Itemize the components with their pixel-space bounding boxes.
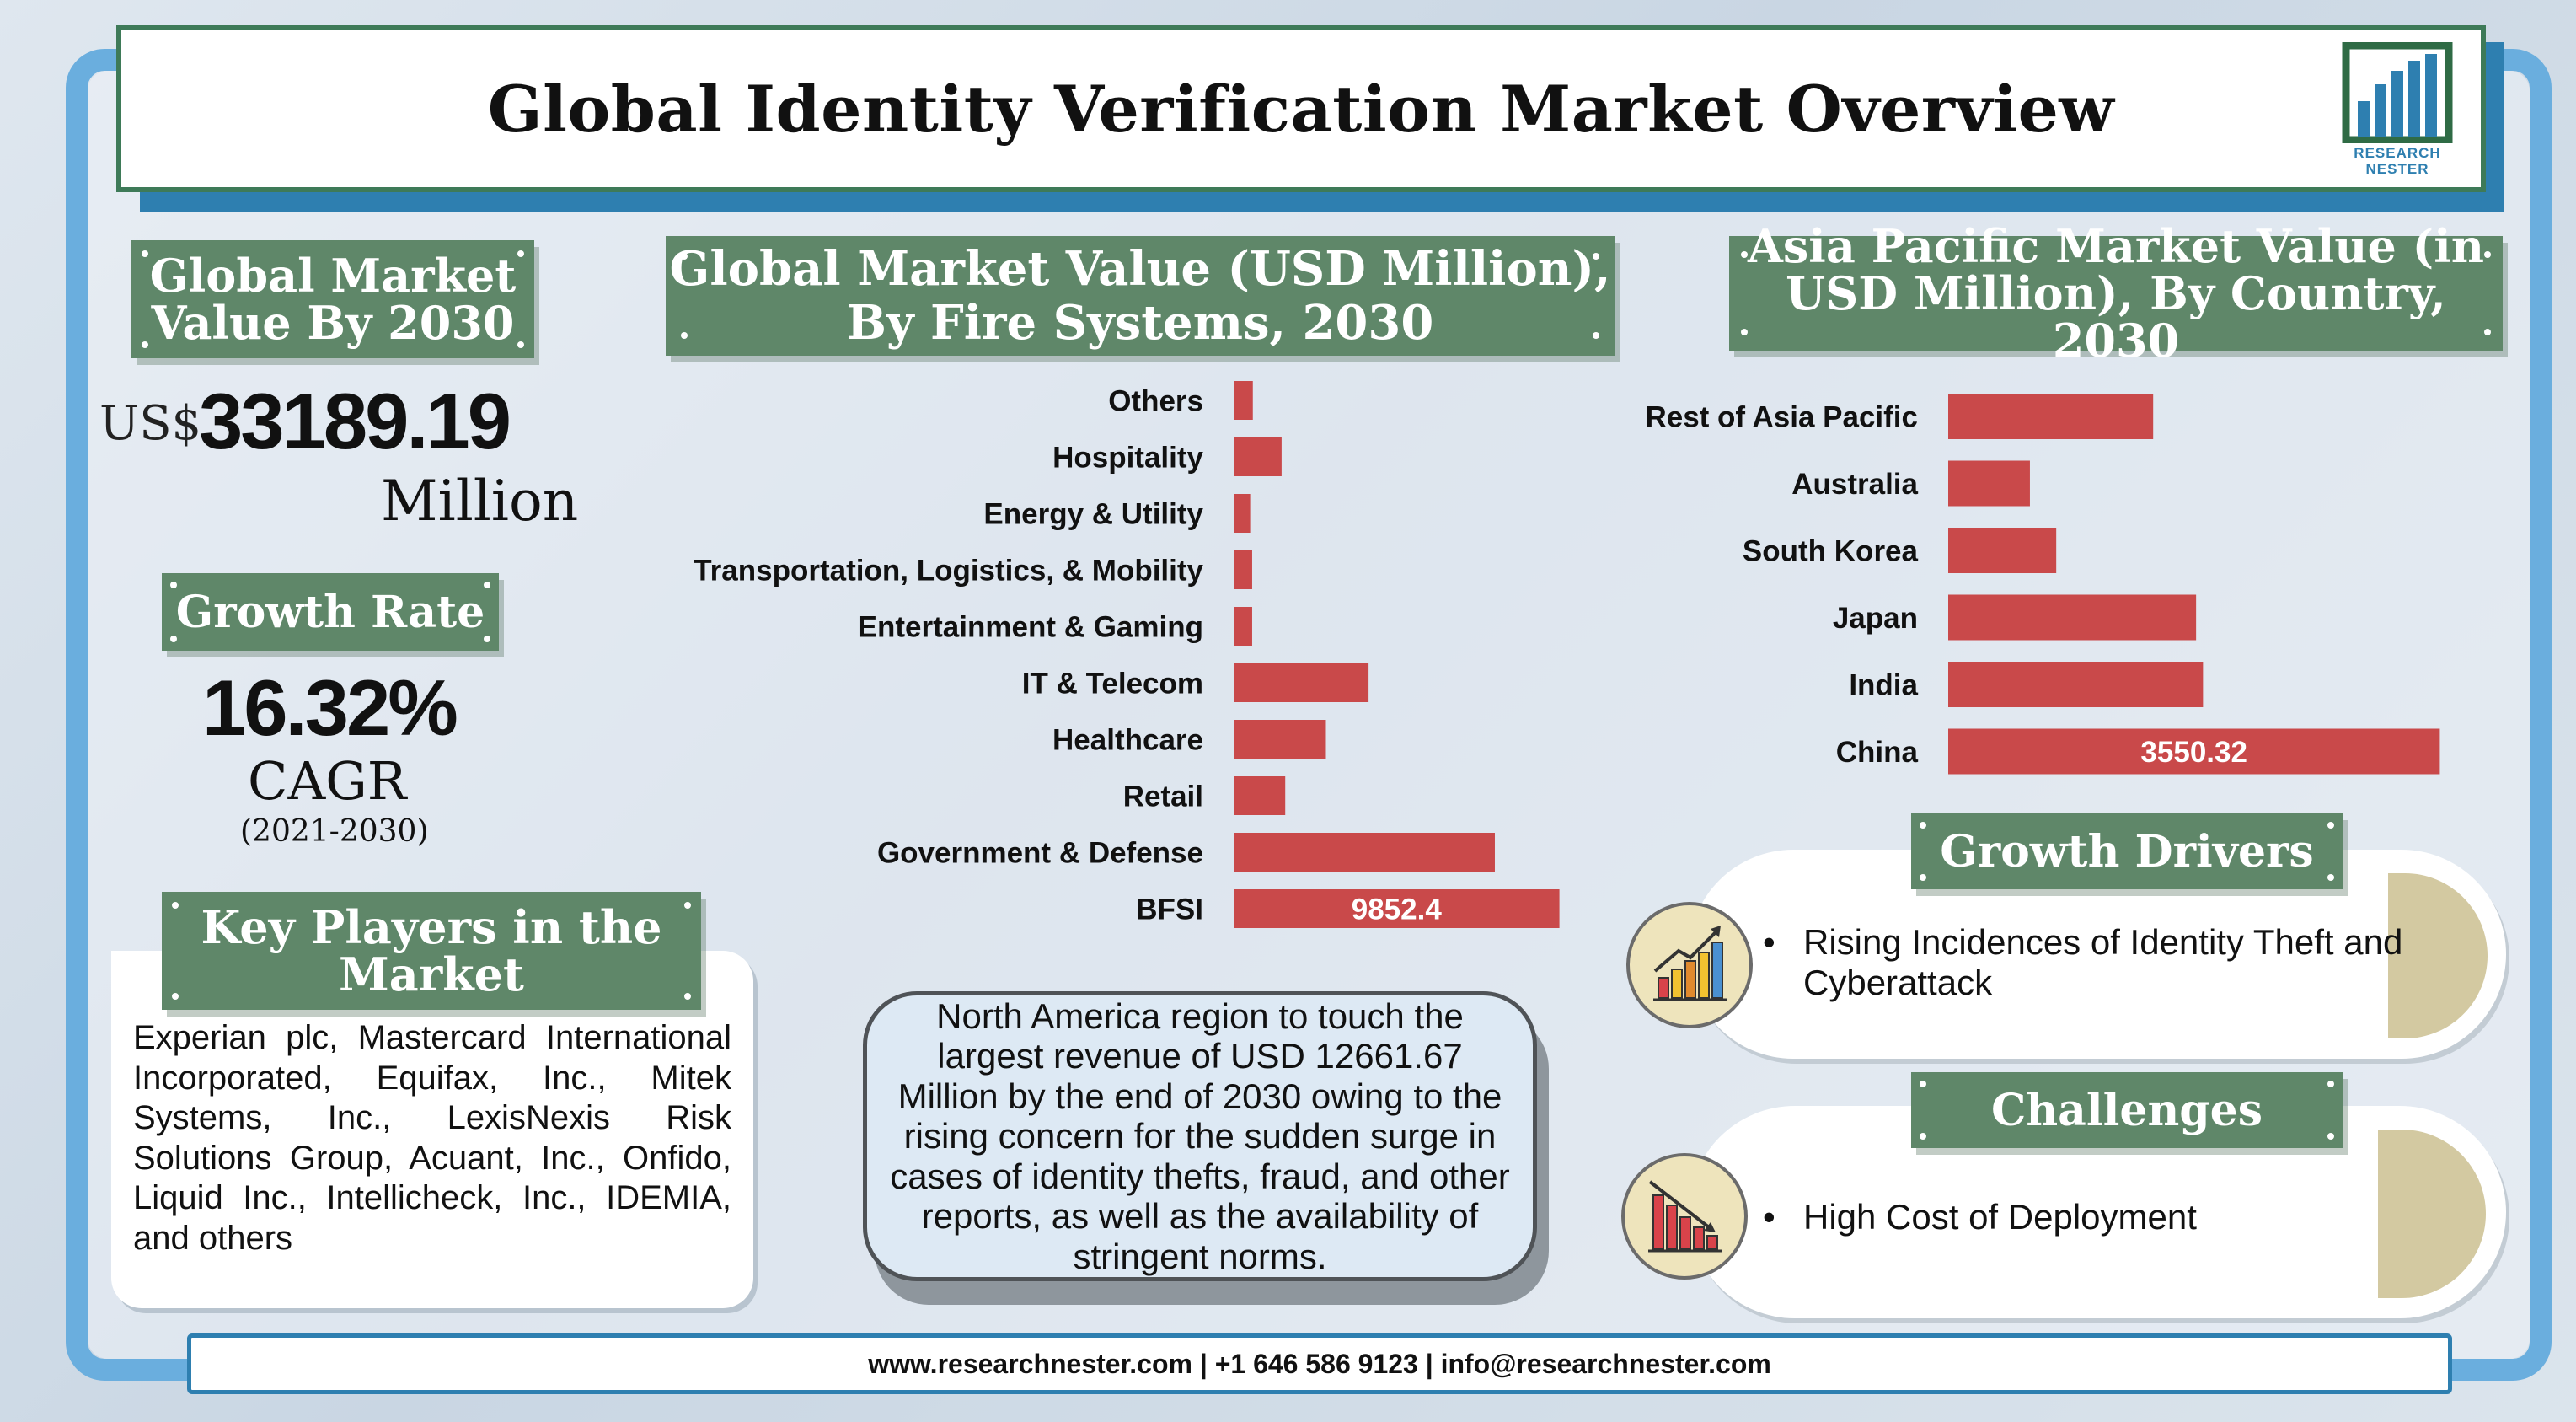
apac-bar [1948,594,2197,641]
apac-category-label: India [1849,668,1918,701]
logo-text-line1: RESEARCH [2354,145,2441,161]
apac-bar-chart: Rest of Asia Pacific Australia South Korea… [1645,394,2440,775]
fire-systems-category-label: BFSI [1136,893,1203,926]
contact-info: www.researchnester.com | +1 646 586 9123… [868,1348,1771,1379]
apac-bar [1948,528,2057,573]
growth-drivers-heading-text: Growth Drivers [1940,825,2314,877]
footer-bar: www.researchnester.com | +1 646 586 9123… [187,1333,2452,1394]
fire-systems-category-label: Transportation, Logistics, & Mobility [694,554,1203,587]
fire-systems-category-label: IT & Telecom [1022,667,1203,700]
global-value-heading: Global Market Value By 2030 [131,240,534,358]
fire-systems-bar [1234,381,1253,420]
fire-systems-category-label: Retail [1123,780,1203,813]
key-players-list: Experian plc, Mastercard International I… [133,1019,731,1257]
key-players-box: Experian plc, Mastercard International I… [111,951,753,1308]
fire-systems-category-label: Government & Defense [877,836,1203,869]
growth-drivers-list: • Rising Incidences of Identity Theft an… [1763,922,2403,1003]
apac-bar [1948,662,2204,707]
challenges-heading-text: Challenges [1990,1084,2263,1136]
fire-systems-bar [1234,720,1326,759]
growth-drivers-heading: Growth Drivers [1911,813,2343,889]
cagr-label: CAGR [248,750,407,812]
apac-category-label: Australia [1791,468,1918,501]
apac-category-label: China [1836,736,1919,769]
apac-category-label: Japan [1833,602,1918,635]
fire-systems-bar [1234,437,1282,476]
fire-systems-bar [1234,776,1286,815]
bullet-icon: • [1763,922,1775,962]
fire-systems-bar [1234,889,1560,928]
apac-category-label: Rest of Asia Pacific [1645,400,1918,433]
apac-bar [1948,394,2154,439]
market-value: 33189.19 [199,377,511,465]
apac-chart-heading: Asia Pacific Market Value (in USD Millio… [1729,223,2503,364]
logo-text-line2: NESTER [2365,161,2429,177]
fire-systems-category-label: Others [1108,384,1203,417]
north-america-note: North America region to touch the larges… [890,995,1510,1276]
declining-chart-icon [1621,1153,1748,1280]
title-banner: Global Identity Verification Market Over… [116,25,2486,192]
logo-bars-icon [2342,41,2453,144]
bullet-icon: • [1763,1197,1775,1237]
fire-systems-category-label: Entertainment & Gaming [858,610,1203,643]
research-nester-logo: RESEARCH NESTER [2341,41,2454,180]
fire-systems-category-label: Hospitality [1052,441,1203,474]
apac-data-label: 3550.32 [2140,736,2247,769]
fire-systems-bar-chart: Others Hospitality Energy & Utility Transpo… [694,381,1560,928]
challenge-item: High Cost of Deployment [1803,1197,2197,1237]
fire-systems-category-label: Energy & Utility [983,497,1203,530]
growth-rate-heading: Growth Rate [162,573,499,651]
key-players-heading: Key Players in the Market [162,892,701,1010]
cagr-period: (2021-2030) [240,814,429,849]
market-value-unit: Million [381,469,579,534]
fire-systems-bar [1234,663,1369,702]
fire-systems-bar [1234,550,1252,589]
growth-driver-item: Rising Incidences of Identity Theft and … [1803,922,2403,1002]
fire-systems-data-label: 9852.4 [1352,893,1443,926]
apac-chart-title: Asia Pacific Market Value (in USD Millio… [1748,219,2484,368]
global-value-heading-text: Global Market Value By 2030 [149,249,517,350]
growth-rate-heading-text: Growth Rate [175,586,485,638]
challenges-list: • High Cost of Deployment [1763,1197,2370,1237]
fire-systems-chart-heading: Global Market Value (USD Million), By Fi… [666,236,1615,356]
page-title: Global Identity Verification Market Over… [487,71,2115,147]
fire-systems-category-label: Healthcare [1052,723,1203,756]
apac-bar [1948,728,2440,775]
apac-bar [1948,460,2030,507]
challenges-heading: Challenges [1911,1072,2343,1148]
apac-category-label: South Korea [1743,534,1919,567]
key-players-heading-text: Key Players in the Market [201,900,662,1001]
north-america-note-box: North America region to touch the larges… [863,991,1537,1281]
rising-chart-icon [1626,902,1753,1028]
currency-prefix: US$ [99,396,202,451]
fire-systems-bar [1234,494,1251,533]
fire-systems-bar [1234,833,1495,872]
fire-systems-chart-title: Global Market Value (USD Million), By Fi… [669,241,1611,351]
cagr-value: 16.32% [202,663,458,752]
fire-systems-bar [1234,607,1252,646]
